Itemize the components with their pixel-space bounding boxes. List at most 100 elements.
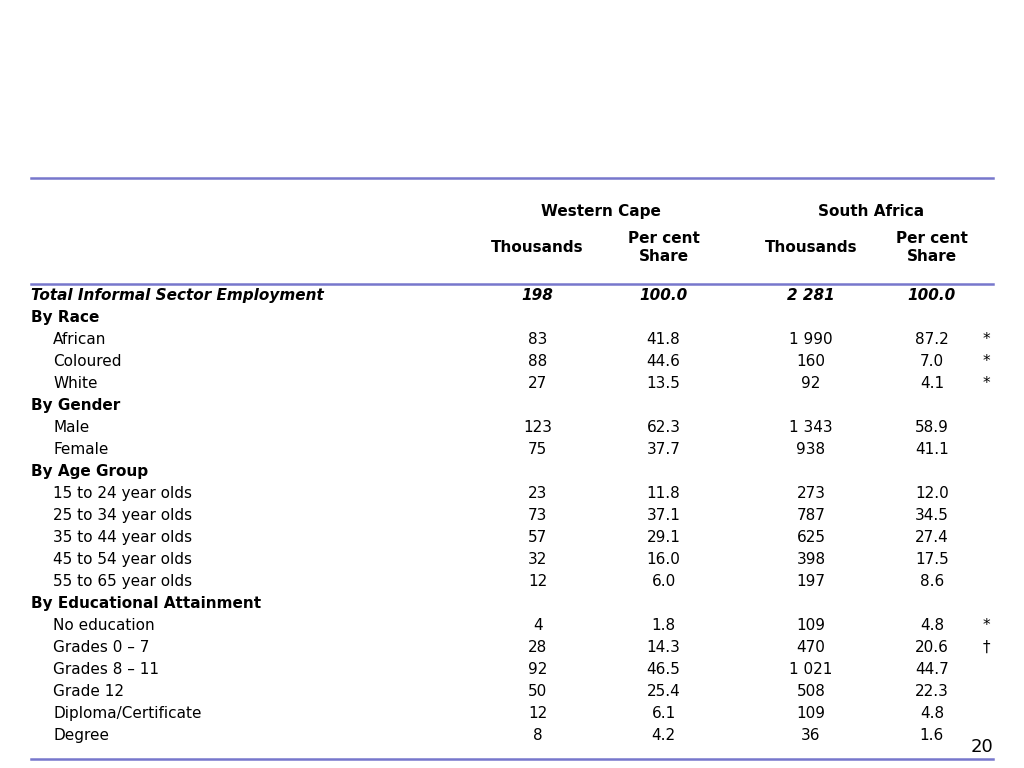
Text: 160: 160 — [797, 354, 825, 369]
Text: 938: 938 — [797, 442, 825, 457]
Text: Grades 8 – 11: Grades 8 – 11 — [53, 662, 160, 677]
Text: 1 021: 1 021 — [790, 662, 833, 677]
Text: Western Cape: Western Cape — [541, 204, 662, 219]
Text: 44.7: 44.7 — [915, 662, 948, 677]
Text: White: White — [53, 376, 97, 391]
Text: Coloured: Coloured — [53, 354, 122, 369]
Text: 7.0: 7.0 — [920, 354, 944, 369]
Text: 36: 36 — [801, 728, 821, 743]
Text: 197: 197 — [797, 574, 825, 589]
Text: 22.3: 22.3 — [914, 684, 949, 699]
Text: 34.5: 34.5 — [914, 508, 949, 523]
Text: No education: No education — [53, 618, 155, 633]
Text: 23: 23 — [528, 486, 547, 501]
Text: Demographic composition of informal sector: Demographic composition of informal sect… — [25, 41, 999, 80]
Text: 109: 109 — [797, 618, 825, 633]
Text: Per cent
Share: Per cent Share — [628, 231, 699, 264]
Text: *: * — [983, 618, 990, 633]
Text: 62.3: 62.3 — [646, 420, 681, 435]
Text: 75: 75 — [528, 442, 547, 457]
Text: By Gender: By Gender — [31, 398, 120, 413]
Text: 46.5: 46.5 — [646, 662, 681, 677]
Text: African: African — [53, 332, 106, 347]
Text: 398: 398 — [797, 552, 825, 567]
Text: 88: 88 — [528, 354, 547, 369]
Text: 37.1: 37.1 — [646, 508, 681, 523]
Text: 2 281: 2 281 — [787, 288, 835, 303]
Text: 6.0: 6.0 — [651, 574, 676, 589]
Text: Per cent
Share: Per cent Share — [896, 231, 968, 264]
Text: 8.6: 8.6 — [920, 574, 944, 589]
Text: 1 343: 1 343 — [790, 420, 833, 435]
Text: 508: 508 — [797, 684, 825, 699]
Text: 35 to 44 year olds: 35 to 44 year olds — [53, 530, 193, 545]
Text: Grades 0 – 7: Grades 0 – 7 — [53, 641, 150, 655]
Text: *: * — [983, 376, 990, 391]
Text: 11.8: 11.8 — [647, 486, 680, 501]
Text: Female: Female — [53, 442, 109, 457]
Text: 123: 123 — [523, 420, 552, 435]
Text: Grade 12: Grade 12 — [53, 684, 124, 699]
Text: 44.6: 44.6 — [646, 354, 681, 369]
Text: 83: 83 — [528, 332, 547, 347]
Text: 92: 92 — [802, 376, 820, 391]
Text: Total Informal Sector Employment: Total Informal Sector Employment — [31, 288, 324, 303]
Text: †: † — [983, 641, 990, 655]
Text: By Age Group: By Age Group — [31, 464, 147, 479]
Text: 1.8: 1.8 — [651, 618, 676, 633]
Text: 1.6: 1.6 — [920, 728, 944, 743]
Text: 17.5: 17.5 — [915, 552, 948, 567]
Text: 4: 4 — [532, 618, 543, 633]
Text: 100.0: 100.0 — [907, 288, 956, 303]
Text: 41.1: 41.1 — [915, 442, 948, 457]
Text: 4.8: 4.8 — [920, 618, 944, 633]
Text: 13.5: 13.5 — [646, 376, 681, 391]
Text: 55 to 65 year olds: 55 to 65 year olds — [53, 574, 193, 589]
Text: 92: 92 — [528, 662, 547, 677]
Text: 787: 787 — [797, 508, 825, 523]
Text: 4.1: 4.1 — [920, 376, 944, 391]
Text: 50: 50 — [528, 684, 547, 699]
Text: 87.2: 87.2 — [915, 332, 948, 347]
Text: 25 to 34 year olds: 25 to 34 year olds — [53, 508, 193, 523]
Text: 37.7: 37.7 — [646, 442, 681, 457]
Text: 58.9: 58.9 — [914, 420, 949, 435]
Text: 4.8: 4.8 — [920, 707, 944, 721]
Text: Degree: Degree — [53, 728, 110, 743]
Text: 12: 12 — [528, 707, 547, 721]
Text: 41.8: 41.8 — [647, 332, 680, 347]
Text: Thousands: Thousands — [765, 240, 857, 256]
Text: 4.2: 4.2 — [651, 728, 676, 743]
Text: 16.0: 16.0 — [646, 552, 681, 567]
Text: 27.4: 27.4 — [915, 530, 948, 545]
Text: 20: 20 — [971, 739, 993, 756]
Text: 32: 32 — [528, 552, 547, 567]
Text: 625: 625 — [797, 530, 825, 545]
Text: employment, 2011: employment, 2011 — [307, 101, 717, 139]
Text: 14.3: 14.3 — [646, 641, 681, 655]
Text: 273: 273 — [797, 486, 825, 501]
Text: 1 990: 1 990 — [790, 332, 833, 347]
Text: By Educational Attainment: By Educational Attainment — [31, 596, 261, 611]
Text: 470: 470 — [797, 641, 825, 655]
Text: 6.1: 6.1 — [651, 707, 676, 721]
Text: 198: 198 — [521, 288, 554, 303]
Text: *: * — [983, 354, 990, 369]
Text: 100.0: 100.0 — [639, 288, 688, 303]
Text: Thousands: Thousands — [492, 240, 584, 256]
Text: 12.0: 12.0 — [915, 486, 948, 501]
Text: 20.6: 20.6 — [914, 641, 949, 655]
Text: *: * — [983, 332, 990, 347]
Text: 29.1: 29.1 — [646, 530, 681, 545]
Text: 15 to 24 year olds: 15 to 24 year olds — [53, 486, 193, 501]
Text: 109: 109 — [797, 707, 825, 721]
Text: 28: 28 — [528, 641, 547, 655]
Text: 57: 57 — [528, 530, 547, 545]
Text: 73: 73 — [528, 508, 547, 523]
Text: 25.4: 25.4 — [647, 684, 680, 699]
Text: 27: 27 — [528, 376, 547, 391]
Text: 12: 12 — [528, 574, 547, 589]
Text: 45 to 54 year olds: 45 to 54 year olds — [53, 552, 193, 567]
Text: Male: Male — [53, 420, 89, 435]
Text: By Race: By Race — [31, 310, 99, 325]
